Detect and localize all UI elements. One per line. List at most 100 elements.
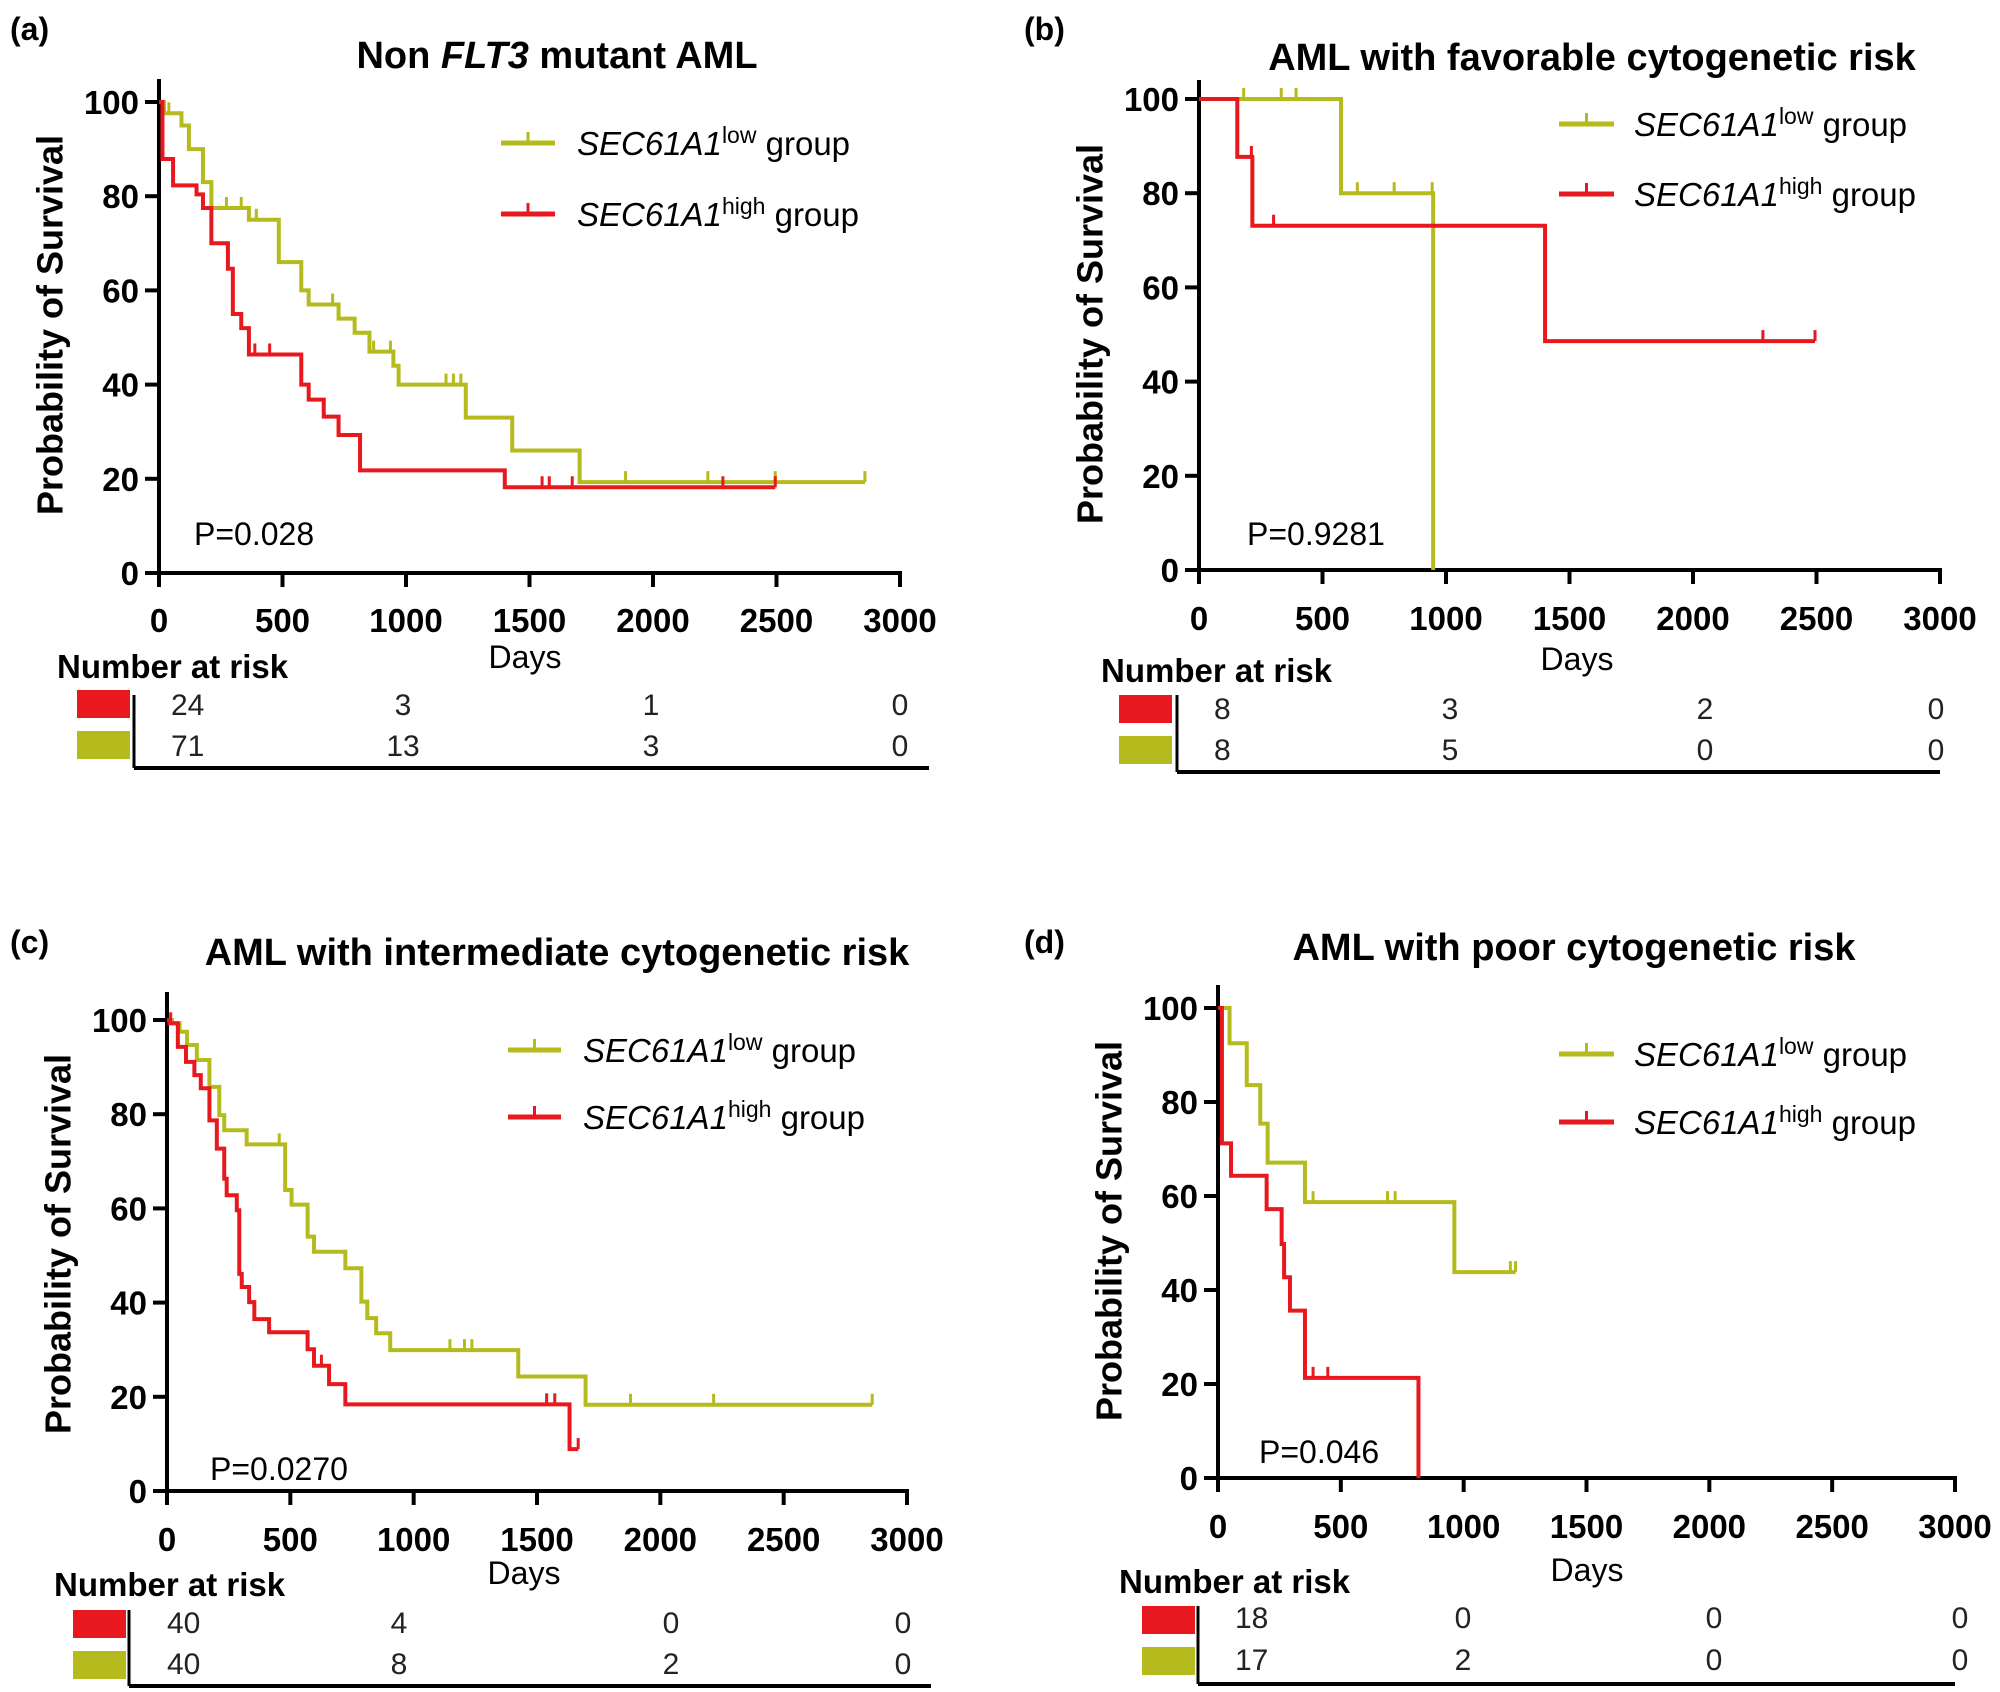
risk-count: 1 bbox=[643, 689, 660, 722]
risk-row-color-key bbox=[77, 731, 130, 759]
y-tick-label: 20 bbox=[1161, 1366, 1198, 1403]
y-tick-label: 60 bbox=[102, 272, 139, 309]
x-tick-label: 2000 bbox=[1656, 600, 1729, 637]
risk-count: 0 bbox=[1952, 1644, 1969, 1677]
survival-curve-high bbox=[1199, 97, 1816, 344]
risk-count: 4 bbox=[391, 1607, 408, 1640]
km-panel-b: (b) AML with favorable cytogenetic risk 0 2… bbox=[1024, 11, 1977, 774]
legend-gene: SEC61A1 bbox=[583, 1099, 728, 1136]
risk-count: 0 bbox=[895, 1648, 912, 1681]
legend-gene: SEC61A1 bbox=[583, 1032, 728, 1069]
risk-count: 0 bbox=[895, 1607, 912, 1640]
x-tick-label: 2500 bbox=[1795, 1508, 1868, 1545]
risk-count: 2 bbox=[663, 1648, 680, 1681]
chart-title: AML with intermediate cytogenetic risk bbox=[205, 932, 910, 974]
risk-table-title: Number at risk bbox=[54, 1566, 286, 1603]
title-part: AML with intermediate cytogenetic risk bbox=[205, 932, 910, 974]
title-part: AML with favorable cytogenetic risk bbox=[1268, 37, 1916, 79]
legend-suffix: group bbox=[1822, 1104, 1916, 1141]
legend-entry: SEC61A1high group bbox=[1634, 1101, 1916, 1141]
legend-entry: SEC61A1low group bbox=[1634, 1033, 1907, 1073]
p-value: P=0.9281 bbox=[1247, 516, 1385, 552]
title-part: Non bbox=[356, 35, 440, 77]
legend-gene: SEC61A1 bbox=[1634, 1104, 1779, 1141]
p-value: P=0.046 bbox=[1259, 1434, 1379, 1470]
y-tick-label: 0 bbox=[129, 1473, 147, 1510]
title-part: FLT3 bbox=[441, 35, 529, 77]
risk-count: 0 bbox=[892, 689, 909, 722]
y-tick-label: 100 bbox=[1143, 990, 1198, 1027]
y-tick-label: 0 bbox=[121, 555, 139, 592]
x-tick-label: 500 bbox=[1313, 1508, 1368, 1545]
survival-curve-low bbox=[1199, 97, 1436, 570]
risk-row-color-key bbox=[77, 690, 130, 718]
x-tick-label: 1000 bbox=[369, 602, 442, 639]
title-part: mutant AML bbox=[529, 35, 758, 77]
p-value: P=0.028 bbox=[194, 516, 314, 552]
x-axis-label: Days bbox=[489, 639, 562, 675]
x-tick-label: 2500 bbox=[740, 602, 813, 639]
x-tick-label: 500 bbox=[263, 1521, 318, 1558]
legend-sup: low bbox=[1779, 1033, 1814, 1059]
p-value: P=0.0270 bbox=[210, 1451, 348, 1487]
risk-count: 2 bbox=[1697, 693, 1714, 726]
km-panel-c: (c) AML with intermediate cytogenetic ris… bbox=[10, 924, 944, 1688]
x-tick-label: 1000 bbox=[1427, 1508, 1500, 1545]
risk-count: 71 bbox=[171, 730, 204, 763]
x-axis-label: Days bbox=[488, 1555, 561, 1591]
y-tick-label: 80 bbox=[1142, 175, 1179, 212]
chart-title: Non FLT3 mutant AML bbox=[356, 35, 757, 77]
y-tick-label: 60 bbox=[1142, 269, 1179, 306]
legend-suffix: group bbox=[762, 1032, 856, 1069]
legend-gene: SEC61A1 bbox=[1634, 176, 1779, 213]
legend-entry: SEC61A1low group bbox=[583, 1029, 856, 1069]
legend-sup: low bbox=[1779, 103, 1814, 129]
risk-row-color-key bbox=[1142, 1606, 1195, 1634]
y-tick-label: 20 bbox=[102, 461, 139, 498]
y-tick-label: 60 bbox=[1161, 1178, 1198, 1215]
y-tick-label: 40 bbox=[1142, 364, 1179, 401]
y-tick-label: 40 bbox=[110, 1285, 147, 1322]
risk-table-title: Number at risk bbox=[1119, 1563, 1351, 1600]
risk-count: 0 bbox=[1706, 1644, 1723, 1677]
x-tick-label: 1000 bbox=[377, 1521, 450, 1558]
legend-entry: SEC61A1low group bbox=[577, 122, 850, 162]
y-tick-label: 80 bbox=[102, 178, 139, 215]
y-axis-label: Probability of Survival bbox=[1069, 144, 1110, 524]
risk-count: 0 bbox=[1697, 734, 1714, 767]
legend-suffix: group bbox=[1813, 106, 1907, 143]
legend-gene: SEC61A1 bbox=[1634, 1036, 1779, 1073]
risk-count: 17 bbox=[1235, 1644, 1268, 1677]
risk-count: 0 bbox=[1928, 693, 1945, 726]
legend-suffix: group bbox=[771, 1099, 865, 1136]
y-tick-label: 40 bbox=[1161, 1272, 1198, 1309]
y-tick-label: 100 bbox=[1124, 81, 1179, 118]
y-tick-label: 40 bbox=[102, 367, 139, 404]
x-tick-label: 1500 bbox=[1533, 600, 1606, 637]
x-tick-label: 3000 bbox=[863, 602, 936, 639]
risk-count: 5 bbox=[1442, 734, 1459, 767]
risk-table-title: Number at risk bbox=[1101, 652, 1333, 689]
risk-count: 0 bbox=[1952, 1602, 1969, 1635]
x-tick-label: 3000 bbox=[1903, 600, 1976, 637]
y-tick-label: 60 bbox=[110, 1190, 147, 1227]
x-tick-label: 0 bbox=[158, 1521, 176, 1558]
legend-sup: low bbox=[722, 122, 757, 148]
legend-entry: SEC61A1low group bbox=[1634, 103, 1907, 143]
legend-entry: SEC61A1high group bbox=[583, 1096, 865, 1136]
survival-curve-low bbox=[167, 1018, 873, 1407]
risk-count: 0 bbox=[892, 730, 909, 763]
x-tick-label: 2000 bbox=[624, 1521, 697, 1558]
risk-row-color-key bbox=[73, 1610, 126, 1638]
x-tick-label: 1500 bbox=[1550, 1508, 1623, 1545]
y-axis-label: Probability of Survival bbox=[29, 135, 70, 515]
x-tick-label: 3000 bbox=[1918, 1508, 1991, 1545]
risk-count: 0 bbox=[1455, 1602, 1472, 1635]
legend-suffix: group bbox=[1822, 176, 1916, 213]
y-tick-label: 100 bbox=[84, 84, 139, 121]
x-tick-label: 1500 bbox=[493, 602, 566, 639]
panel-label: (b) bbox=[1024, 11, 1065, 47]
y-axis-label: Probability of Survival bbox=[37, 1054, 78, 1434]
legend-sup: high bbox=[1779, 173, 1822, 199]
